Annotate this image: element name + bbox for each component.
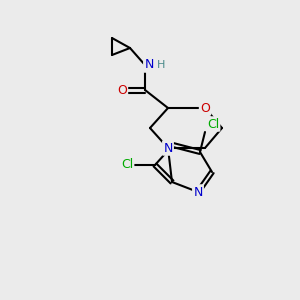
Text: O: O [117,83,127,97]
Text: N: N [163,142,173,154]
Text: H: H [157,60,165,70]
Text: O: O [200,101,210,115]
Text: N: N [144,58,154,71]
Text: N: N [193,185,203,199]
Text: Cl: Cl [121,158,133,172]
Text: Cl: Cl [207,118,219,130]
